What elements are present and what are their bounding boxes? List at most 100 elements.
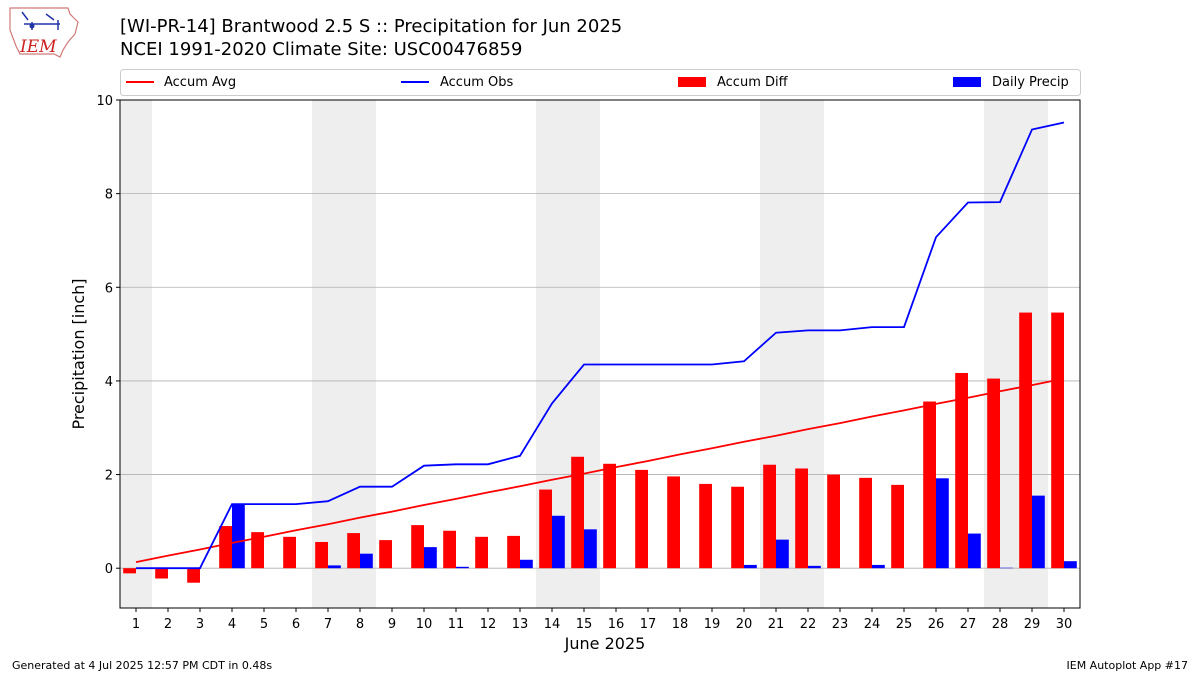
x-tick-label: 23: [832, 617, 849, 632]
accum-diff-bar: [635, 469, 648, 569]
weekend-band: [312, 100, 344, 608]
station-dot-icon: [29, 23, 35, 29]
x-tick-label: 19: [704, 617, 721, 632]
accum-diff-bar: [347, 533, 360, 569]
accum-diff-bar: [699, 483, 712, 569]
x-tick-label: 10: [416, 617, 433, 632]
x-axis-label: June 2025: [564, 634, 646, 653]
y-tick-label: 6: [105, 281, 113, 296]
legend-swatch-daily-precip: [953, 77, 981, 87]
app-label: IEM Autoplot App #17: [1066, 659, 1189, 672]
y-tick-label: 0: [105, 562, 113, 577]
daily-precip-bar: [520, 559, 533, 569]
x-tick-label: 25: [896, 617, 913, 632]
accum-diff-bar: [379, 540, 392, 569]
x-tick-label: 21: [768, 617, 785, 632]
x-tick-label: 28: [992, 617, 1009, 632]
accum-diff-bar: [763, 464, 776, 569]
chart-title: [WI-PR-14] Brantwood 2.5 S :: Precipitat…: [120, 16, 623, 37]
weekend-band: [120, 100, 152, 608]
daily-precip-bar: [872, 564, 885, 569]
accum-diff-bar: [155, 568, 168, 579]
x-tick-label: 16: [608, 617, 625, 632]
legend: Accum Avg Accum Obs Accum Diff Daily Pre…: [120, 69, 1081, 96]
accum-diff-bar: [411, 525, 424, 569]
daily-precip-bar: [1032, 495, 1045, 569]
daily-precip-bar: [552, 515, 565, 569]
generated-timestamp: Generated at 4 Jul 2025 12:57 PM CDT in …: [12, 659, 273, 672]
iowa-outline-icon: [9, 7, 79, 58]
accum-diff-bar: [443, 530, 456, 569]
accum-diff-bar: [1051, 312, 1064, 569]
accum-diff-bar: [827, 474, 840, 569]
x-tick-label: 9: [388, 617, 396, 632]
daily-precip-bar: [232, 504, 245, 569]
daily-precip-bar: [584, 529, 597, 569]
legend-label-accum-obs: Accum Obs: [440, 75, 513, 90]
accum-diff-bar: [603, 463, 616, 569]
accum-diff-bar: [859, 477, 872, 569]
accum-diff-bar: [187, 568, 200, 583]
accum-diff-bar: [571, 456, 584, 569]
x-tick-label: 27: [960, 617, 977, 632]
x-tick-label: 14: [544, 617, 561, 632]
x-tick-label: 13: [512, 617, 529, 632]
daily-precip-bar: [744, 564, 757, 569]
chart-subtitle: NCEI 1991-2020 Climate Site: USC00476859: [120, 39, 523, 60]
accum-diff-bar: [955, 372, 968, 569]
x-tick-label: 6: [292, 617, 300, 632]
iem-logo: IEM: [9, 7, 79, 58]
x-tick-label: 20: [736, 617, 753, 632]
legend-label-daily-precip: Daily Precip: [992, 75, 1069, 90]
accum-diff-bar: [283, 536, 296, 569]
y-tick-label: 2: [105, 469, 113, 484]
accum-diff-bar: [507, 535, 520, 569]
accum-diff-bar: [795, 468, 808, 569]
daily-precip-bar: [936, 478, 949, 569]
logo-text: IEM: [19, 37, 57, 57]
accum-diff-bar: [315, 541, 328, 569]
x-tick-label: 3: [196, 617, 204, 632]
accum-diff-bar: [987, 378, 1000, 569]
accum-diff-bar: [667, 476, 680, 569]
accum-diff-bar: [1019, 312, 1032, 569]
accum-obs-line: [136, 121, 1065, 570]
weekend-band: [344, 100, 376, 608]
legend-swatch-accum-diff: [678, 77, 706, 87]
accum-diff-bar: [123, 568, 136, 574]
daily-precip-bar: [1064, 561, 1077, 569]
x-tick-label: 30: [1056, 617, 1073, 632]
x-tick-label: 11: [448, 617, 465, 632]
accum-diff-bar: [891, 484, 904, 569]
y-tick-label: 10: [96, 94, 113, 109]
daily-precip-bar: [328, 565, 341, 569]
x-tick-label: 1: [132, 617, 140, 632]
daily-precip-bar: [456, 566, 469, 569]
x-tick-label: 29: [1024, 617, 1041, 632]
plot-frame: [119, 99, 1081, 609]
x-tick-label: 17: [640, 617, 657, 632]
daily-precip-bar: [776, 539, 789, 569]
accum-diff-bar: [539, 489, 552, 569]
legend-box: [120, 69, 1081, 96]
daily-precip-bar: [360, 553, 373, 569]
accum-diff-bar: [251, 532, 264, 569]
x-tick-label: 18: [672, 617, 689, 632]
accum-diff-bar: [731, 486, 744, 569]
y-tick-label: 4: [105, 375, 113, 390]
x-tick-label: 5: [260, 617, 268, 632]
x-tick-label: 12: [480, 617, 497, 632]
accum-diff-bar: [475, 536, 488, 569]
legend-label-accum-diff: Accum Diff: [717, 75, 789, 90]
x-tick-label: 4: [228, 617, 236, 632]
y-axis-label: Precipitation [inch]: [69, 278, 88, 429]
daily-precip-bar: [808, 565, 821, 569]
daily-precip-bar: [968, 533, 981, 569]
y-tick-label: 8: [105, 188, 113, 203]
x-tick-label: 24: [864, 617, 881, 632]
accum-diff-bar: [219, 526, 232, 569]
legend-label-accum-avg: Accum Avg: [164, 75, 236, 90]
x-tick-label: 7: [324, 617, 332, 632]
